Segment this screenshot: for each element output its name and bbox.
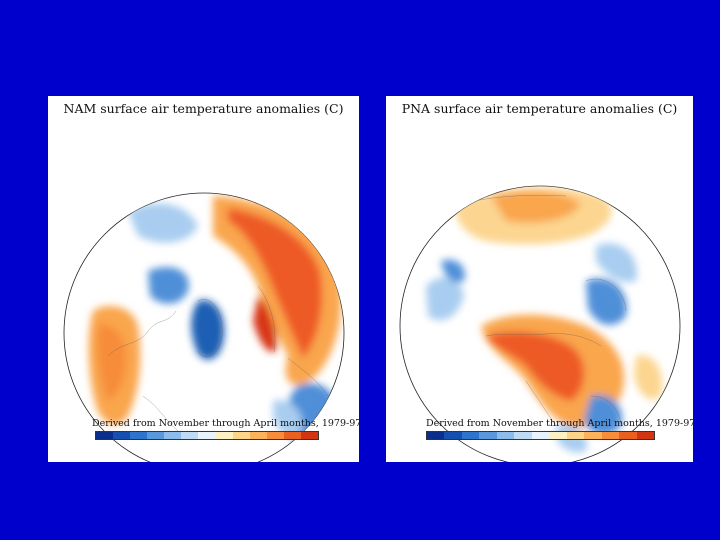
colorbar-swatch (636, 432, 655, 439)
nam-namerica-mid (97, 324, 127, 401)
colorbar-swatch (164, 432, 182, 439)
nam-mideast-cold (273, 400, 303, 438)
nam-scandinavia-max (253, 296, 277, 352)
colorbar-swatch (300, 432, 319, 439)
colorbar-swatch (531, 432, 550, 439)
colorbar-swatch (181, 432, 199, 439)
nam-arctic-cold (148, 267, 189, 304)
colorbar-swatch (283, 432, 301, 439)
colorbar-swatch (249, 432, 267, 439)
nam-polar-map (63, 192, 345, 462)
pna-colorbar (426, 431, 655, 440)
nam-colorbar (95, 431, 319, 440)
colorbar-swatch (113, 432, 131, 439)
pna-canada-strong (486, 331, 585, 401)
colorbar-swatch (584, 432, 602, 439)
pna-caption: Derived from November through April mont… (426, 418, 693, 429)
colorbar-swatch (619, 432, 637, 439)
nam-greenland-cold (191, 300, 225, 360)
pna-siberia-warm (491, 190, 581, 223)
colorbar-swatch (130, 432, 148, 439)
colorbar-swatch (601, 432, 620, 439)
pna-anomaly-field (426, 187, 663, 453)
nam-eurasia-strong (228, 208, 323, 358)
colorbar-swatch (198, 432, 216, 439)
pna-panel-title: PNA surface air temperature anomalies (C… (401, 101, 678, 116)
colorbar-swatch (215, 432, 233, 439)
colorbar-swatch (566, 432, 585, 439)
nam-panel-title: NAM surface air temperature anomalies (C… (63, 101, 344, 116)
colorbar-swatch (232, 432, 250, 439)
pna-atlantic-warm (634, 355, 663, 400)
colorbar-swatch (444, 432, 462, 439)
colorbar-swatch (266, 432, 284, 439)
colorbar-swatch (96, 432, 114, 439)
pna-asia-cold (426, 277, 464, 321)
nam-map-panel: NAM surface air temperature anomalies (C… (48, 96, 359, 462)
colorbar-swatch (479, 432, 497, 439)
nam-caption: Derived from November through April mont… (92, 418, 359, 429)
pna-greenland-cold (586, 278, 627, 325)
colorbar-swatch (147, 432, 165, 439)
colorbar-swatch (496, 432, 515, 439)
pna-okhotsk-cold (441, 259, 465, 283)
nam-polar-cold (128, 203, 198, 243)
pna-map-panel: PNA surface air temperature anomalies (C… (386, 96, 693, 462)
pna-arctic-cold (596, 243, 637, 283)
colorbar-swatch (427, 432, 445, 439)
pna-polar-map (399, 185, 681, 462)
colorbar-swatch (514, 432, 532, 439)
colorbar-swatch (461, 432, 480, 439)
colorbar-swatch (549, 432, 567, 439)
